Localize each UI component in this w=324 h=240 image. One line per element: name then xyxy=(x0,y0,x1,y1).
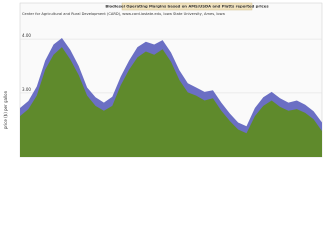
y-tick-label: 3.00 xyxy=(22,87,31,92)
title-box xyxy=(121,2,253,11)
y-tick-label: 4.00 xyxy=(22,33,31,38)
y-axis-label: price ($) per gallon xyxy=(3,90,8,129)
chart-subtitle: Center for Agricultural and Rural Develo… xyxy=(22,12,225,16)
area-series xyxy=(20,47,322,157)
chart-title: Biodiesel Operating Margins based on AMS… xyxy=(105,4,269,9)
chart: Biodiesel Operating Margins based on AMS… xyxy=(3,2,323,158)
